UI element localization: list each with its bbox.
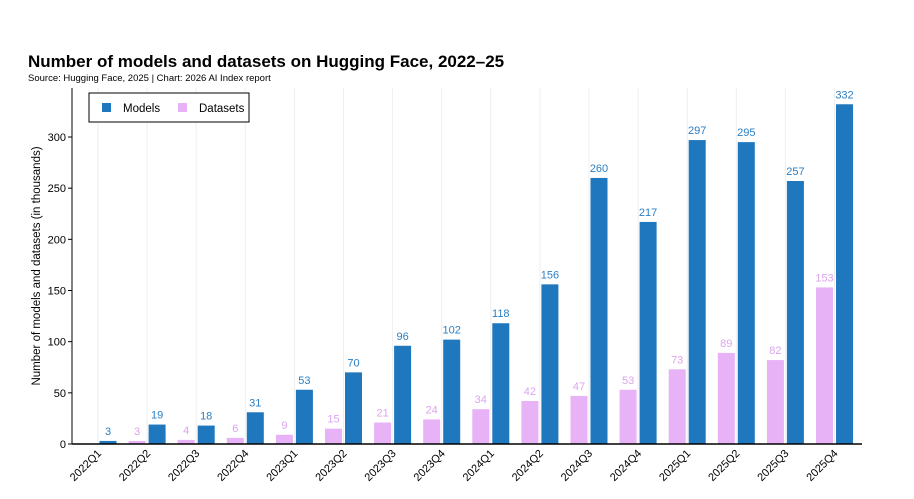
dataset-value-label: 3 <box>134 426 140 438</box>
dataset-bar <box>668 369 686 444</box>
model-bar <box>688 140 706 444</box>
model-bar <box>443 339 461 444</box>
legend-label-datasets: Datasets <box>199 103 245 115</box>
dataset-value-label: 9 <box>281 420 287 432</box>
model-value-label: 332 <box>835 89 853 101</box>
legend <box>88 92 250 123</box>
x-tick-label: 2022Q1 <box>68 448 104 484</box>
model-bar <box>246 412 264 444</box>
x-tick-label: 2024Q1 <box>461 448 497 484</box>
x-tick-label: 2022Q3 <box>166 448 202 484</box>
model-bar <box>836 104 853 445</box>
x-tick-label: 2022Q4 <box>215 448 251 484</box>
model-value-label: 53 <box>298 375 310 387</box>
dataset-value-label: 24 <box>426 404 438 416</box>
dataset-bar <box>374 422 392 444</box>
model-bar <box>590 177 608 444</box>
model-value-label: 297 <box>688 125 706 137</box>
dataset-bar <box>521 401 539 444</box>
x-tick-label: 2025Q1 <box>657 448 693 484</box>
model-bar <box>197 425 215 444</box>
dataset-bar <box>325 428 342 444</box>
x-tick-label: 2024Q3 <box>559 448 595 484</box>
dataset-bar <box>816 287 833 444</box>
model-bar <box>492 323 510 444</box>
dataset-value-label: 34 <box>475 394 487 406</box>
dataset-bar <box>226 437 244 444</box>
model-value-label: 19 <box>151 410 163 422</box>
x-tick-label: 2024Q4 <box>608 448 644 484</box>
x-tick-label: 2025Q2 <box>706 448 742 484</box>
model-value-label: 18 <box>200 411 212 423</box>
model-value-label: 156 <box>541 269 559 281</box>
model-value-label: 70 <box>347 357 359 369</box>
y-tick-label: 0 <box>60 439 66 451</box>
y-tick-label: 100 <box>48 337 66 349</box>
dataset-bar <box>275 434 293 444</box>
y-tick-label: 50 <box>54 388 66 400</box>
model-bar <box>394 345 412 444</box>
model-bar <box>737 142 755 444</box>
dataset-value-label: 89 <box>720 338 732 350</box>
model-value-label: 102 <box>443 325 461 337</box>
x-tick-label: 2023Q4 <box>412 448 448 484</box>
model-bar <box>148 424 166 444</box>
dataset-value-label: 82 <box>769 345 781 357</box>
dataset-bar <box>570 395 588 444</box>
dataset-value-label: 47 <box>573 381 585 393</box>
legend-swatch-datasets <box>178 103 187 112</box>
y-tick-label: 200 <box>48 234 66 246</box>
dataset-bar <box>619 389 637 444</box>
legend-swatch-models <box>102 103 111 112</box>
dataset-bar <box>128 440 146 444</box>
x-tick-label: 2022Q2 <box>117 448 153 484</box>
chart-subtitle: Source: Hugging Face, 2025 | Chart: 2026… <box>28 73 271 84</box>
model-bar <box>345 372 362 444</box>
model-value-label: 118 <box>492 308 510 320</box>
x-tick-label: 2023Q2 <box>313 448 349 484</box>
x-tick-label: 2024Q2 <box>510 448 546 484</box>
model-value-label: 217 <box>639 207 657 219</box>
y-tick-label: 150 <box>48 286 66 298</box>
dataset-bar <box>177 439 195 444</box>
model-value-label: 295 <box>737 127 755 139</box>
dataset-value-label: 73 <box>671 354 683 366</box>
dataset-bar <box>717 352 735 444</box>
dataset-value-label: 6 <box>232 423 238 435</box>
x-tick-label: 2025Q4 <box>804 448 840 484</box>
model-value-label: 257 <box>786 166 804 178</box>
dataset-value-label: 21 <box>376 408 388 420</box>
dataset-bar <box>766 360 784 444</box>
y-tick-label: 250 <box>48 183 66 195</box>
y-axis-label: Number of models and datasets (in thousa… <box>31 146 43 385</box>
model-value-label: 3 <box>105 426 111 438</box>
dataset-value-label: 153 <box>815 272 833 284</box>
model-value-label: 31 <box>249 397 261 409</box>
model-bar <box>295 389 313 444</box>
dataset-bar <box>472 409 490 444</box>
x-tick-label: 2025Q3 <box>755 448 791 484</box>
legend-label-models: Models <box>123 103 160 115</box>
dataset-value-label: 42 <box>524 386 536 398</box>
model-bar <box>541 284 559 444</box>
dataset-value-label: 15 <box>327 414 339 426</box>
dataset-value-label: 53 <box>622 375 634 387</box>
x-tick-label: 2023Q3 <box>363 448 399 484</box>
model-bar <box>99 440 117 444</box>
x-tick-label: 2023Q1 <box>264 448 300 484</box>
model-bar <box>786 181 804 444</box>
dataset-bar <box>423 419 441 444</box>
chart-title: Number of models and datasets on Hugging… <box>28 52 505 71</box>
model-bar <box>639 221 657 444</box>
model-value-label: 260 <box>590 163 608 175</box>
model-value-label: 96 <box>396 331 408 343</box>
dataset-value-label: 4 <box>183 425 189 437</box>
y-tick-label: 300 <box>48 132 66 144</box>
